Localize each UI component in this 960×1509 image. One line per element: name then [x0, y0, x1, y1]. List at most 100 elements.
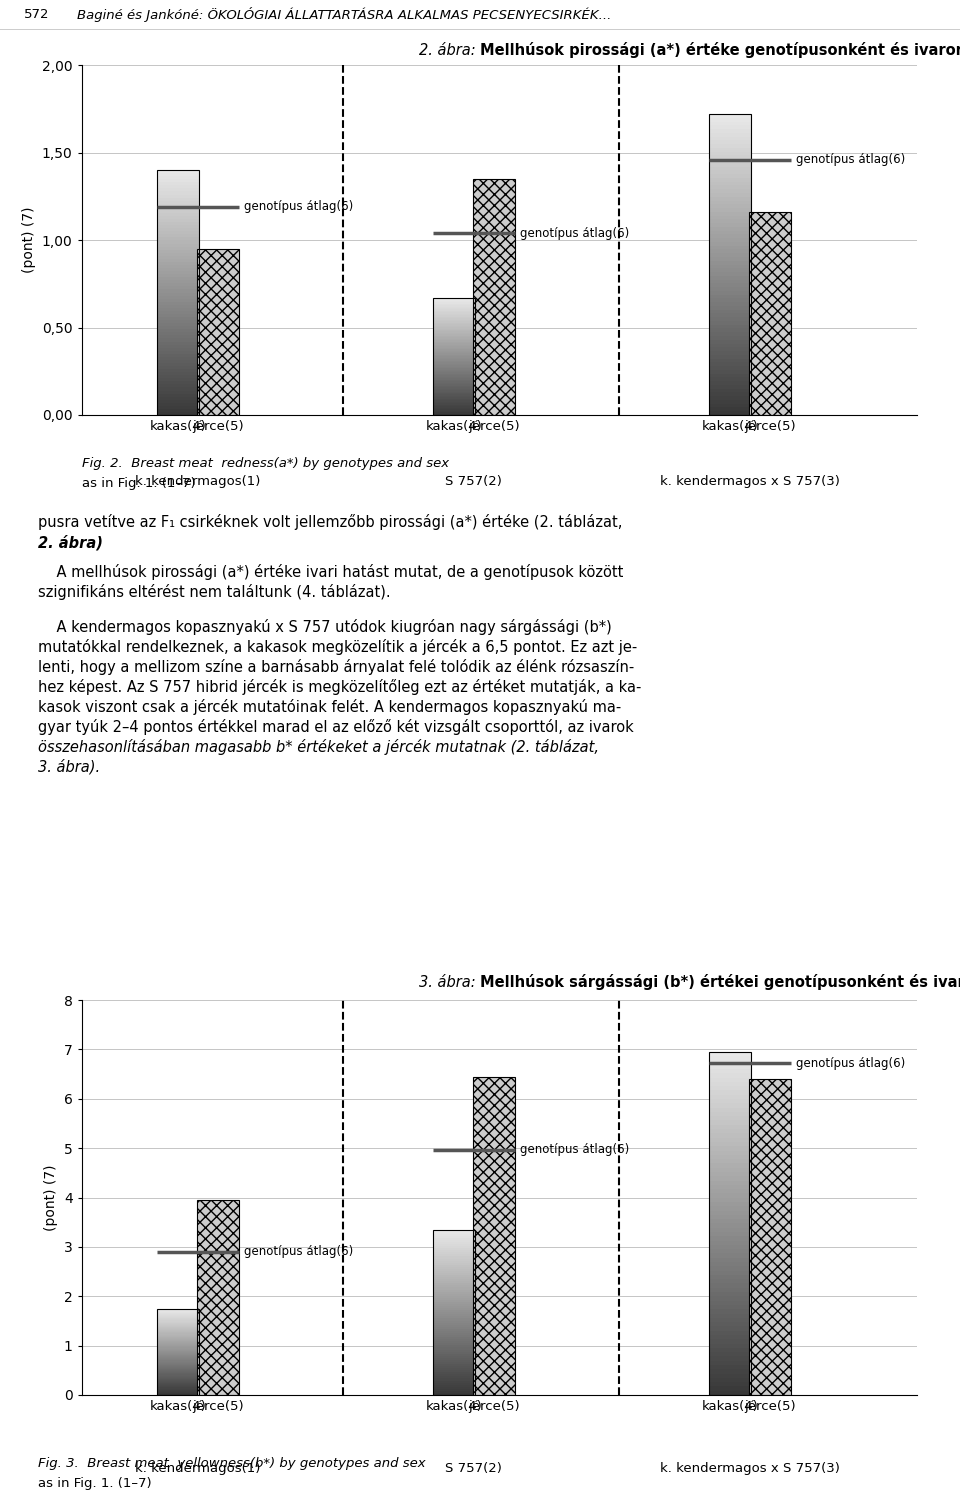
- Bar: [749, 211, 791, 415]
- Bar: [156, 222, 199, 225]
- Bar: [708, 1280, 751, 1284]
- Bar: [708, 279, 751, 284]
- Text: 2. ábra): 2. ábra): [38, 534, 104, 549]
- Bar: [156, 394, 199, 397]
- Bar: [708, 151, 751, 155]
- Bar: [708, 171, 751, 174]
- Bar: [156, 249, 199, 252]
- Bar: [708, 355, 751, 359]
- Bar: [708, 1266, 751, 1271]
- Bar: [708, 241, 751, 246]
- Bar: [708, 1322, 751, 1326]
- Bar: [156, 231, 199, 234]
- Bar: [708, 1068, 751, 1073]
- Bar: [156, 326, 199, 329]
- Bar: [708, 1103, 751, 1108]
- Text: k. kendermagos(1): k. kendermagos(1): [135, 474, 260, 487]
- Text: mutatókkal rendelkeznek, a kakasok megközelítik a jércék a 6,5 pontot. Ez azt je: mutatókkal rendelkeznek, a kakasok megkö…: [38, 638, 637, 655]
- Bar: [156, 323, 199, 326]
- Bar: [433, 1388, 475, 1391]
- Text: Fig. 2.  Breast meat  redness(a*) by genotypes and sex: Fig. 2. Breast meat redness(a*) by genot…: [82, 457, 448, 469]
- Bar: [156, 177, 199, 180]
- Bar: [433, 1283, 475, 1286]
- Bar: [156, 195, 199, 198]
- Bar: [433, 1325, 475, 1326]
- Text: genotípus átlag(6): genotípus átlag(6): [796, 152, 905, 166]
- Bar: [156, 406, 199, 409]
- Bar: [156, 204, 199, 207]
- Bar: [433, 1393, 475, 1394]
- Bar: [708, 216, 751, 219]
- Bar: [708, 276, 751, 279]
- Bar: [708, 189, 751, 193]
- Bar: [708, 1133, 751, 1138]
- Bar: [708, 118, 751, 122]
- Bar: [708, 1348, 751, 1352]
- Bar: [708, 166, 751, 171]
- Bar: [708, 1366, 751, 1369]
- Bar: [156, 174, 199, 177]
- Bar: [433, 1242, 475, 1243]
- Bar: [433, 1375, 475, 1376]
- Bar: [708, 234, 751, 238]
- Bar: [156, 293, 199, 296]
- Text: k. kendermagos x S 757(3): k. kendermagos x S 757(3): [660, 474, 840, 487]
- Bar: [708, 1163, 751, 1168]
- Bar: [708, 1357, 751, 1361]
- Bar: [708, 264, 751, 269]
- Bar: [433, 1358, 475, 1360]
- Bar: [156, 225, 199, 228]
- Bar: [156, 400, 199, 403]
- Bar: [708, 133, 751, 137]
- Bar: [708, 1284, 751, 1287]
- Bar: [708, 115, 751, 118]
- Bar: [433, 1260, 475, 1263]
- Bar: [156, 314, 199, 317]
- Bar: [708, 1378, 751, 1382]
- Bar: [708, 1271, 751, 1275]
- Bar: [156, 356, 199, 359]
- Bar: [433, 1287, 475, 1290]
- Bar: [708, 302, 751, 306]
- Text: lenti, hogy a mellizom színe a barnásabb árnyalat felé tolódik az élénk rózsaszí: lenti, hogy a mellizom színe a barnásabb…: [38, 659, 635, 675]
- Bar: [708, 1210, 751, 1215]
- Bar: [433, 1290, 475, 1292]
- Bar: [708, 291, 751, 294]
- Bar: [708, 1215, 751, 1219]
- Bar: [708, 254, 751, 257]
- Bar: [708, 130, 751, 133]
- Bar: [433, 1240, 475, 1242]
- Bar: [433, 1274, 475, 1275]
- Bar: [708, 329, 751, 332]
- Bar: [708, 374, 751, 377]
- Bar: [708, 226, 751, 231]
- Bar: [433, 1355, 475, 1358]
- Bar: [708, 347, 751, 352]
- Bar: [708, 299, 751, 302]
- Bar: [433, 1293, 475, 1296]
- Bar: [433, 1230, 475, 1231]
- Bar: [708, 1185, 751, 1189]
- Bar: [433, 1372, 475, 1375]
- Bar: [708, 1065, 751, 1068]
- Bar: [433, 1257, 475, 1259]
- Bar: [708, 340, 751, 344]
- Bar: [156, 335, 199, 338]
- Bar: [708, 309, 751, 314]
- Bar: [708, 246, 751, 249]
- Bar: [708, 140, 751, 143]
- Bar: [156, 260, 199, 263]
- Bar: [433, 1231, 475, 1234]
- Bar: [156, 379, 199, 382]
- Text: A kendermagos kopasznyakú x S 757 utódok kiugróan nagy sárgássági (b*): A kendermagos kopasznyakú x S 757 utódok…: [38, 619, 612, 635]
- Bar: [156, 287, 199, 290]
- Bar: [708, 344, 751, 347]
- Bar: [433, 1275, 475, 1277]
- Bar: [156, 412, 199, 415]
- Bar: [433, 1378, 475, 1381]
- Bar: [433, 1237, 475, 1240]
- Bar: [708, 125, 751, 130]
- Bar: [708, 1224, 751, 1228]
- Bar: [156, 311, 199, 314]
- Bar: [156, 338, 199, 341]
